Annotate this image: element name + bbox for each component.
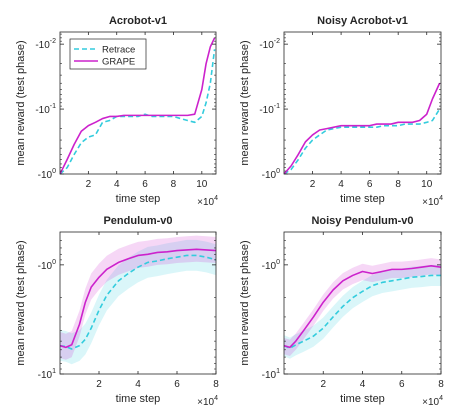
- x-axis-label: time step: [116, 193, 161, 205]
- series-line-grape: [60, 248, 216, 349]
- y-tick-exponent: -2: [274, 38, 280, 45]
- x-tick-label: 4: [360, 379, 366, 390]
- y-tick-base: -10: [259, 105, 274, 116]
- series-line-grape: [284, 264, 441, 349]
- y-tick-exponent: -2: [50, 38, 56, 45]
- y-tick-exponent: -1: [50, 103, 56, 110]
- series-line-grape: [284, 82, 441, 174]
- x-tick-label: 2: [96, 379, 102, 390]
- y-tick-base: -10: [262, 261, 277, 272]
- series-line-retrace: [284, 274, 441, 349]
- series-line-retrace: [60, 254, 216, 350]
- y-tick-exponent: 0: [276, 168, 280, 175]
- x-exponent-base: ×10: [422, 197, 439, 208]
- x-tick-label: 8: [395, 179, 401, 190]
- y-tick-label: -10-1: [35, 103, 56, 116]
- y-tick-label: -100: [38, 259, 56, 272]
- y-tick-exponent: 0: [52, 259, 56, 266]
- x-tick-label: 6: [174, 379, 180, 390]
- y-tick-label: -100: [38, 168, 56, 181]
- y-tick-label: -101: [262, 368, 280, 381]
- x-axis-label: time step: [340, 193, 385, 205]
- x-exponent-power: 4: [439, 195, 443, 202]
- x-axis-label: time step: [340, 393, 385, 405]
- series-layer: [60, 37, 216, 174]
- chart-title: Noisy Acrobot-v1: [317, 15, 408, 27]
- y-tick-label: -10-1: [259, 103, 280, 116]
- confidence-band-grape: [284, 258, 441, 356]
- x-tick-label: 6: [399, 379, 405, 390]
- x-exponent: ×104: [197, 195, 218, 208]
- y-tick-base: -10: [38, 261, 53, 272]
- x-exponent-power: 4: [214, 395, 218, 402]
- y-tick-label: -100: [262, 168, 280, 181]
- y-axis-label: mean reward (test phase): [15, 40, 27, 165]
- y-tick-base: -10: [262, 170, 277, 181]
- series-layer: [284, 82, 441, 174]
- x-tick-label: 6: [367, 179, 373, 190]
- y-tick-exponent: -1: [274, 103, 280, 110]
- x-tick-label: 8: [213, 379, 219, 390]
- x-tick-label: 4: [114, 179, 120, 190]
- y-tick-exponent: 1: [52, 368, 56, 375]
- x-tick-label: 4: [338, 179, 344, 190]
- x-tick-label: 6: [142, 179, 148, 190]
- chart-title: Acrobot-v1: [109, 15, 167, 27]
- series-line-retrace: [284, 108, 441, 174]
- confidence-band-retrace: [284, 264, 441, 359]
- y-axis-label: mean reward (test phase): [15, 240, 27, 365]
- series-layer: [60, 235, 216, 365]
- x-tick-label: 2: [310, 179, 316, 190]
- series-layer: [284, 258, 441, 359]
- x-exponent: ×104: [422, 195, 443, 208]
- x-exponent-power: 4: [214, 195, 218, 202]
- x-tick-label: 8: [438, 379, 444, 390]
- legend-box: [69, 38, 147, 70]
- plot-area: [284, 32, 441, 174]
- x-tick-label: 4: [135, 379, 141, 390]
- y-tick-label: -100: [262, 259, 280, 272]
- y-axis-label: mean reward (test phase): [239, 240, 251, 365]
- y-tick-label: -10-2: [259, 38, 280, 51]
- confidence-band-retrace: [60, 239, 216, 365]
- x-tick-label: 2: [320, 379, 326, 390]
- x-exponent-power: 4: [439, 395, 443, 402]
- x-tick-label: 10: [196, 179, 208, 190]
- y-tick-base: -10: [38, 370, 53, 381]
- chart-title: Noisy Pendulum-v0: [311, 215, 413, 227]
- x-tick-label: 8: [171, 179, 177, 190]
- y-tick-label: -10-2: [35, 38, 56, 51]
- y-tick-exponent: 1: [276, 368, 280, 375]
- y-tick-exponent: 0: [52, 168, 56, 175]
- y-tick-base: -10: [259, 40, 274, 51]
- chart-title: Pendulum-v0: [103, 215, 172, 227]
- y-tick-exponent: 0: [276, 259, 280, 266]
- x-exponent-base: ×10: [197, 397, 214, 408]
- x-tick-label: 2: [86, 179, 92, 190]
- x-exponent-base: ×10: [422, 397, 439, 408]
- x-exponent: ×104: [422, 395, 443, 408]
- confidence-band-grape: [60, 235, 216, 360]
- legend-label-grape: GRAPE: [102, 57, 135, 68]
- y-tick-base: -10: [35, 40, 50, 51]
- y-tick-label: -101: [38, 368, 56, 381]
- legend-label-retrace: Retrace: [102, 45, 135, 56]
- series-line-grape: [60, 37, 216, 174]
- y-tick-base: -10: [38, 170, 53, 181]
- x-axis-label: time step: [116, 393, 161, 405]
- x-tick-label: 10: [421, 179, 433, 190]
- x-exponent-base: ×10: [197, 197, 214, 208]
- y-tick-base: -10: [262, 370, 277, 381]
- x-exponent: ×104: [197, 395, 218, 408]
- y-axis-label: mean reward (test phase): [239, 40, 251, 165]
- y-tick-base: -10: [35, 105, 50, 116]
- plot-area: [284, 232, 441, 374]
